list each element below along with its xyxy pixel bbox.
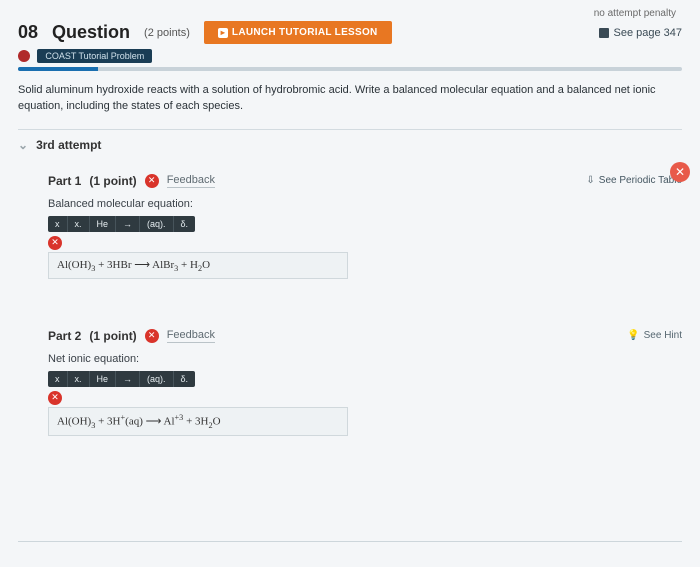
book-icon bbox=[599, 28, 609, 38]
question-header: 08 Question (2 points) ▸ LAUNCH TUTORIAL… bbox=[18, 21, 682, 44]
periodic-table-link[interactable]: ⇩ See Periodic Table bbox=[586, 175, 682, 186]
attempt-label: 3rd attempt bbox=[36, 138, 101, 152]
equation-toolbar[interactable]: x x. He → (aq). δ. bbox=[48, 216, 195, 232]
part1-title: Part 1 bbox=[48, 174, 81, 188]
part1-points: (1 point) bbox=[89, 174, 136, 188]
penalty-note: no attempt penalty bbox=[18, 8, 682, 19]
tool-state[interactable]: (aq). bbox=[140, 371, 174, 387]
part2-equation-input[interactable]: Al(OH)3 + 3H+(aq) ⟶ Al+3 + 3H2O bbox=[48, 407, 348, 436]
tool-delta[interactable]: δ. bbox=[174, 216, 196, 232]
tool-delta[interactable]: δ. bbox=[174, 371, 196, 387]
attempt-row[interactable]: ⌄ 3rd attempt bbox=[18, 129, 682, 160]
tool-arrow[interactable]: → bbox=[116, 371, 140, 387]
feedback-link[interactable]: Feedback bbox=[167, 329, 215, 343]
hint-text: See Hint bbox=[644, 330, 682, 341]
question-number: 08 bbox=[18, 22, 38, 43]
download-icon: ⇩ bbox=[586, 175, 594, 186]
tool-arrow[interactable]: → bbox=[116, 216, 140, 232]
question-prompt: Solid aluminum hydroxide reacts with a s… bbox=[18, 83, 682, 115]
tool-he[interactable]: He bbox=[90, 216, 117, 232]
progress-fill bbox=[18, 67, 98, 71]
subheader: COAST Tutorial Problem bbox=[18, 48, 682, 63]
part2-title: Part 2 bbox=[48, 329, 81, 343]
footer-bar bbox=[18, 541, 682, 567]
tool-x[interactable]: x bbox=[48, 216, 68, 232]
prev-icon[interactable] bbox=[18, 50, 30, 62]
part2-sublabel: Net ionic equation: bbox=[48, 353, 682, 365]
part1-sublabel: Balanced molecular equation: bbox=[48, 198, 682, 210]
tool-xdot[interactable]: x. bbox=[68, 371, 90, 387]
see-hint-link[interactable]: 💡 See Hint bbox=[627, 330, 682, 341]
part-1: Part 1 (1 point) ✕ Feedback ⇩ See Period… bbox=[48, 174, 682, 279]
tool-he[interactable]: He bbox=[90, 371, 117, 387]
part2-points: (1 point) bbox=[89, 329, 136, 343]
launch-label: LAUNCH TUTORIAL LESSON bbox=[232, 27, 378, 38]
part2-head: Part 2 (1 point) ✕ Feedback 💡 See Hint bbox=[48, 329, 682, 343]
close-button[interactable]: ✕ bbox=[670, 162, 690, 182]
feedback-link[interactable]: Feedback bbox=[167, 174, 215, 188]
periodic-table-text: See Periodic Table bbox=[599, 175, 682, 186]
progress-bar bbox=[18, 67, 682, 71]
wrong-icon: ✕ bbox=[145, 329, 159, 343]
close-icon: ✕ bbox=[675, 165, 685, 179]
see-page-link[interactable]: See page 347 bbox=[599, 27, 682, 39]
part1-equation-input[interactable]: Al(OH)3 + 3HBr ⟶ AlBr3 + H2O bbox=[48, 252, 348, 279]
question-word: Question bbox=[52, 22, 130, 43]
part1-head: Part 1 (1 point) ✕ Feedback ⇩ See Period… bbox=[48, 174, 682, 188]
wrong-icon: ✕ bbox=[48, 391, 62, 405]
coast-badge: COAST Tutorial Problem bbox=[37, 49, 152, 63]
play-icon: ▸ bbox=[218, 28, 228, 38]
question-points: (2 points) bbox=[144, 27, 190, 39]
bulb-icon: 💡 bbox=[627, 330, 639, 341]
tool-xdot[interactable]: x. bbox=[68, 216, 90, 232]
part-2: Part 2 (1 point) ✕ Feedback 💡 See Hint N… bbox=[48, 329, 682, 436]
wrong-icon: ✕ bbox=[48, 236, 62, 250]
tool-state[interactable]: (aq). bbox=[140, 216, 174, 232]
chevron-down-icon: ⌄ bbox=[18, 138, 28, 152]
equation-toolbar[interactable]: x x. He → (aq). δ. bbox=[48, 371, 195, 387]
wrong-icon: ✕ bbox=[145, 174, 159, 188]
tool-x[interactable]: x bbox=[48, 371, 68, 387]
see-page-text: See page 347 bbox=[613, 27, 682, 39]
launch-tutorial-button[interactable]: ▸ LAUNCH TUTORIAL LESSON bbox=[204, 21, 392, 44]
